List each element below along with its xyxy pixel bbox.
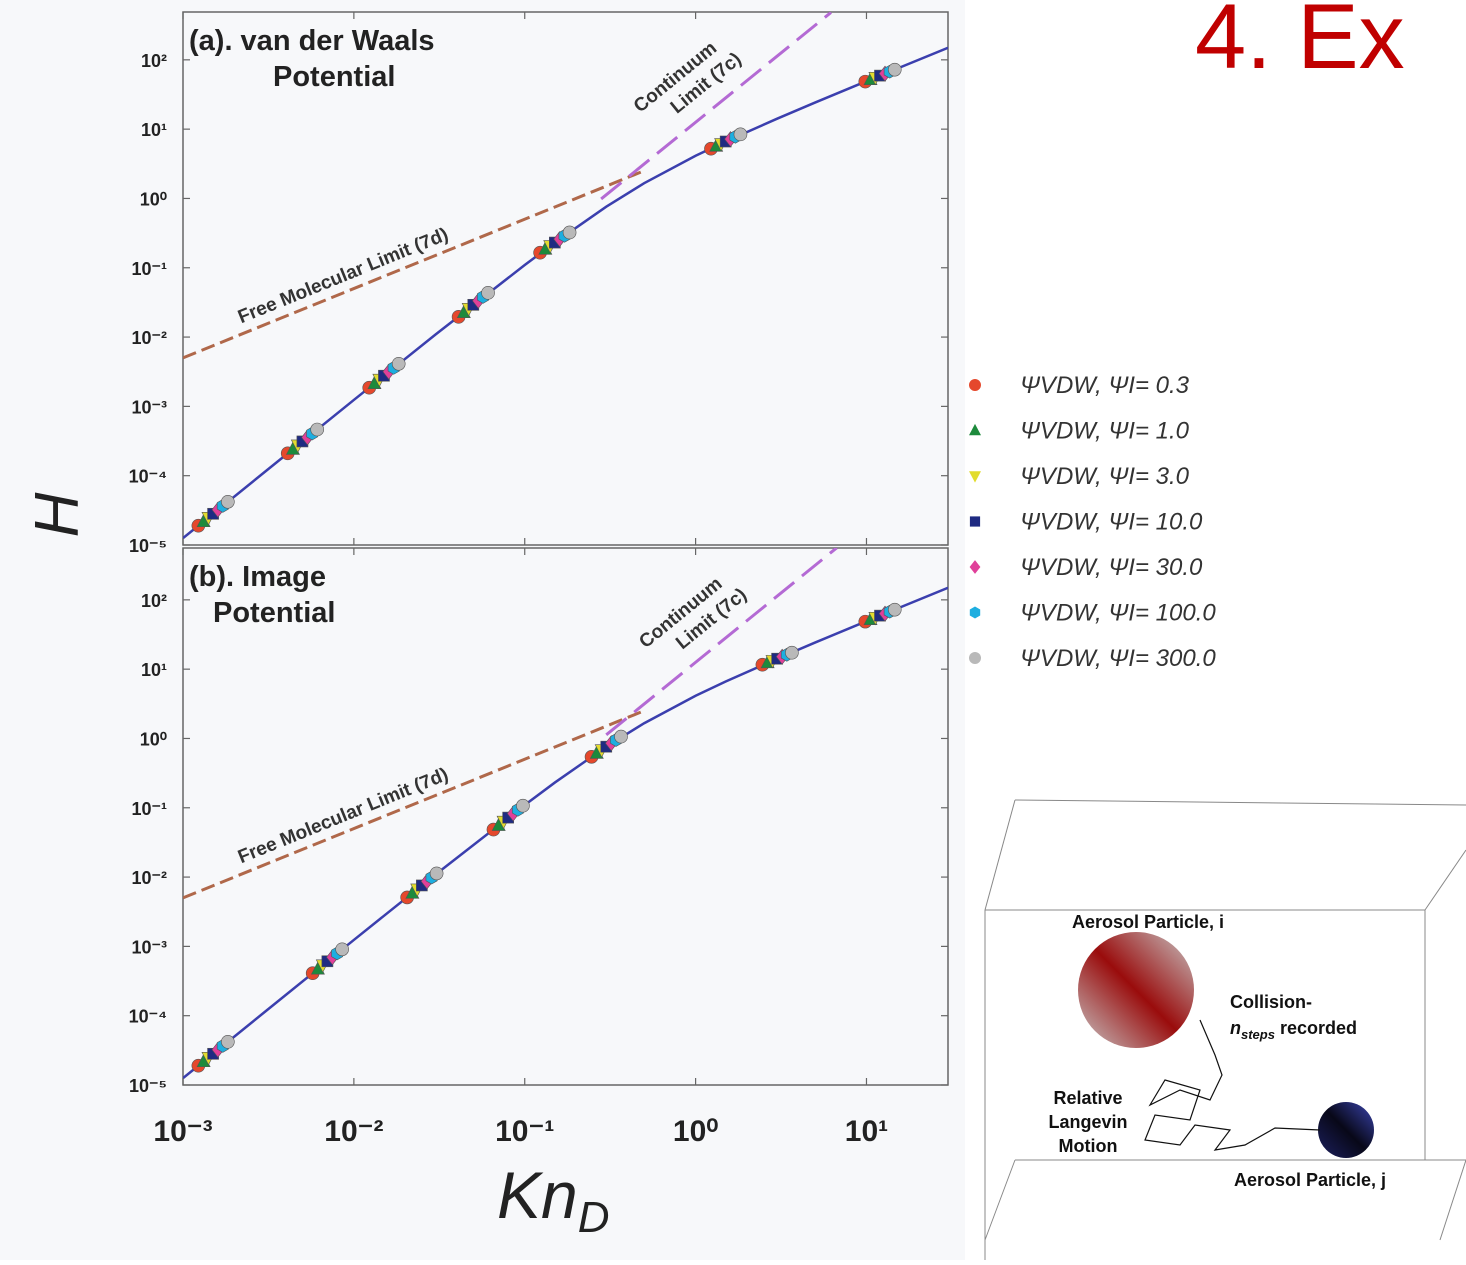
legend-label: ΨVDW, ΨI= 0.3 xyxy=(1020,372,1190,399)
y-tick-label: 10⁰ xyxy=(140,189,167,209)
plot-area xyxy=(182,547,949,1086)
y-tick-label: 10⁻⁴ xyxy=(129,1007,167,1027)
panel-title: Potential xyxy=(213,597,335,629)
legend-label: ΨVDW, ΨI= 300.0 xyxy=(1020,645,1216,672)
panel-title: (a). van der Waals xyxy=(189,25,435,57)
langevin-path xyxy=(1144,1019,1321,1151)
y-tick-label: 10⁰ xyxy=(140,729,167,749)
y-tick-label: 10⁻¹ xyxy=(131,259,167,279)
legend-label: ΨVDW, ΨI= 30.0 xyxy=(1020,554,1203,581)
x-axis-label: KnD xyxy=(497,1158,610,1242)
recorded-label: recorded xyxy=(1275,1018,1357,1038)
particle-j xyxy=(1318,1102,1374,1158)
x-tick-label: 10⁻¹ xyxy=(495,1115,554,1148)
marker xyxy=(391,356,406,371)
diagram xyxy=(984,799,1466,1260)
x-axis-label-main: Kn xyxy=(497,1158,578,1232)
y-tick-label: 10¹ xyxy=(141,660,167,680)
marker xyxy=(785,645,799,660)
box-edge xyxy=(1424,849,1466,911)
marker xyxy=(516,798,530,813)
x-tick-label: 10¹ xyxy=(845,1115,888,1148)
y-tick-label: 10⁻¹ xyxy=(131,799,167,819)
plot-layer xyxy=(183,548,948,1080)
x-tick-label: 10⁻³ xyxy=(153,1115,212,1148)
marker xyxy=(969,471,981,483)
marker xyxy=(969,606,981,619)
marker xyxy=(221,1035,235,1049)
marker xyxy=(562,225,577,240)
y-tick-label: 10⁻³ xyxy=(131,937,167,957)
y-tick-label: 10² xyxy=(141,591,167,611)
collision-label: Collision- xyxy=(1230,992,1312,1012)
legend-label: ΨVDW, ΨI= 3.0 xyxy=(1020,463,1190,490)
n-label: n xyxy=(1230,1018,1241,1038)
plot-layer xyxy=(183,12,948,540)
marker xyxy=(733,127,748,142)
y-tick-label: 10² xyxy=(141,51,167,71)
particle-i xyxy=(1078,932,1194,1048)
marker xyxy=(887,602,902,617)
motion-label: Relative xyxy=(1053,1088,1122,1108)
limit-line xyxy=(605,548,838,736)
box-edge xyxy=(1439,1159,1466,1241)
marker xyxy=(614,729,628,744)
y-tick-label: 10⁻⁴ xyxy=(129,467,167,487)
marker xyxy=(969,423,981,436)
marker xyxy=(221,495,235,509)
box-edge xyxy=(984,799,1016,911)
panel-title: (b). Image xyxy=(189,561,326,593)
slide-title: 4. Ex xyxy=(1195,0,1405,88)
marker xyxy=(969,560,981,574)
y-tick-label: 10⁻³ xyxy=(131,397,167,417)
limit-line xyxy=(183,169,645,360)
box-edge xyxy=(1014,799,1466,806)
y-tick-label: 10⁻⁵ xyxy=(129,536,167,556)
y-tick-label: 10⁻⁵ xyxy=(129,1076,167,1096)
particle-i-label: Aerosol Particle, i xyxy=(1072,912,1224,932)
legend-label: ΨVDW, ΨI= 10.0 xyxy=(1020,509,1203,536)
y-tick-label: 10⁻² xyxy=(131,328,167,348)
x-tick-label: 10⁰ xyxy=(673,1115,718,1148)
limit-line xyxy=(183,709,645,900)
x-tick-label: 10⁻² xyxy=(324,1115,383,1148)
marker xyxy=(969,516,981,527)
marker xyxy=(969,379,981,391)
marker xyxy=(887,62,902,77)
legend-label: ΨVDW, ΨI= 1.0 xyxy=(1020,418,1190,445)
motion-label: Motion xyxy=(1059,1136,1118,1156)
marker xyxy=(429,866,444,881)
marker xyxy=(481,286,495,300)
y-axis-label: H xyxy=(23,492,92,537)
steps-subscript: steps xyxy=(1241,1027,1275,1042)
marker xyxy=(969,652,981,664)
x-axis-label-subscript: D xyxy=(578,1193,610,1242)
particle-j-label: Aerosol Particle, j xyxy=(1234,1170,1386,1190)
steps-label: nsteps recorded xyxy=(1230,1018,1357,1042)
legend-label: ΨVDW, ΨI= 100.0 xyxy=(1020,600,1216,627)
marker xyxy=(310,422,324,437)
motion-label: Langevin xyxy=(1048,1112,1127,1132)
marker xyxy=(335,942,349,957)
box-edge xyxy=(984,1159,1016,1241)
panel-title: Potential xyxy=(273,61,395,93)
y-tick-label: 10¹ xyxy=(141,120,167,140)
limit-line xyxy=(600,12,832,201)
y-tick-label: 10⁻² xyxy=(131,868,167,888)
